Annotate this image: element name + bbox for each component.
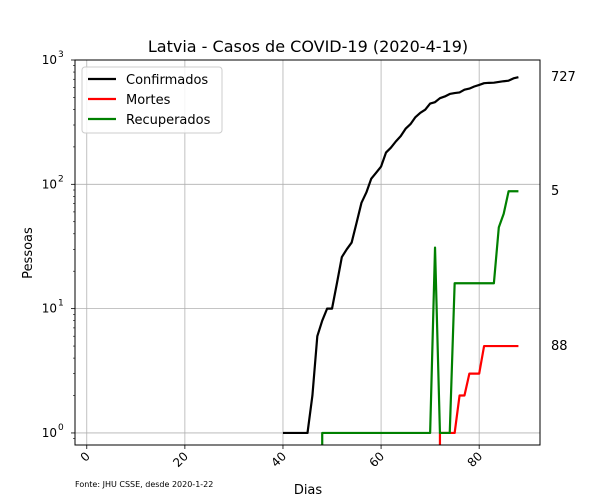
end-label: 727 xyxy=(551,70,576,85)
end-label: 5 xyxy=(551,184,559,199)
end-value-labels: 727 88 5 xyxy=(551,70,576,354)
legend: Confirmados Mortes Recuperados xyxy=(81,66,223,134)
y-tick-exponent: 3 xyxy=(58,50,64,60)
y-tick-exponent: 2 xyxy=(58,174,64,184)
y-tick-exponent: 0 xyxy=(58,423,64,433)
y-tick-exponent: 1 xyxy=(58,299,64,309)
legend-label: Confirmados xyxy=(126,73,208,88)
y-tick-label: 10 xyxy=(42,302,57,316)
x-axis-label: Dias xyxy=(294,483,323,498)
source-note: Fonte: JHU CSSE, desde 2020-1-22 xyxy=(75,480,213,489)
legend-box xyxy=(81,66,223,134)
y-tick-label: 10 xyxy=(42,177,57,191)
y-tick-label: 10 xyxy=(42,426,57,440)
series-line-recuperados xyxy=(321,190,519,445)
plot-frame xyxy=(74,59,541,446)
series-lines xyxy=(282,76,519,445)
legend-label: Recuperados xyxy=(126,113,211,128)
series-line-confirmados xyxy=(282,76,519,435)
y-axis-label: Pessoas xyxy=(21,227,36,279)
legend-label: Mortes xyxy=(126,93,171,108)
chart-title: Latvia - Casos de COVID-19 (2020-4-19) xyxy=(148,37,468,56)
y-tick-label: 10 xyxy=(42,53,57,67)
end-label: 88 xyxy=(551,339,568,354)
